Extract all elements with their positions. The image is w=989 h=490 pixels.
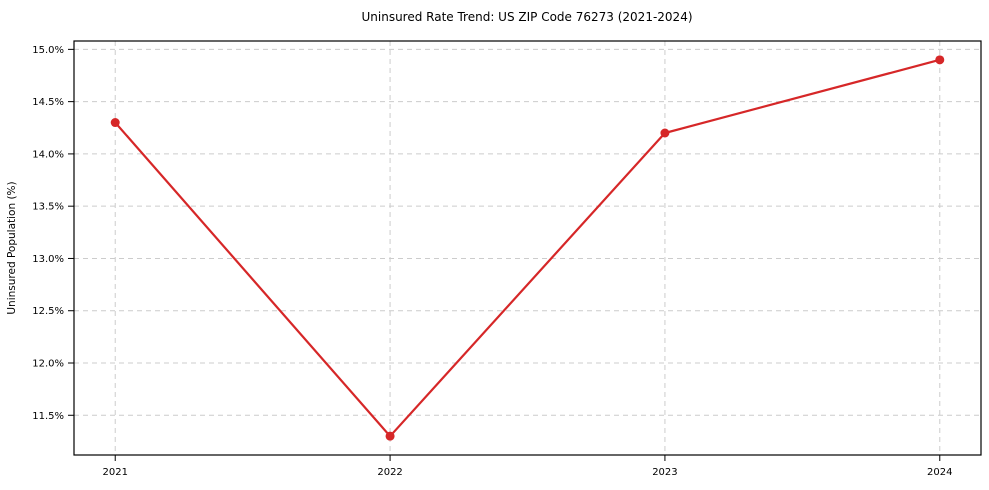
y-tick-label: 14.5% [32, 97, 64, 108]
y-tick-label: 15.0% [32, 45, 64, 56]
x-tick-label: 2023 [652, 467, 677, 478]
data-point [660, 128, 670, 138]
y-tick-label: 12.5% [32, 306, 64, 317]
axes-layer: 11.5% 12.0% 12.5% 13.0% 13.5% 14.0% 14.5% 15.0%… [32, 40, 982, 478]
y-axis-label: Uninsured Population (%) [6, 181, 18, 314]
x-tick-label: 2024 [927, 467, 952, 478]
y-tick-label: 14.0% [32, 149, 64, 160]
y-tick-label: 13.5% [32, 202, 64, 213]
y-tick-label: 13.0% [32, 254, 64, 265]
x-tick-label: 2022 [377, 467, 402, 478]
x-tick-label: 2021 [103, 467, 128, 478]
data-point [110, 118, 120, 128]
chart-title: Uninsured Rate Trend: US ZIP Code 76273 … [361, 10, 692, 24]
data-layer [110, 55, 945, 441]
plot-border [73, 40, 982, 456]
trend-line [114, 58, 941, 438]
y-tick-label: 11.5% [32, 411, 64, 422]
grid-layer [74, 41, 981, 455]
data-point [385, 431, 395, 441]
y-tick-label: 12.0% [32, 359, 64, 370]
data-point [935, 55, 945, 65]
